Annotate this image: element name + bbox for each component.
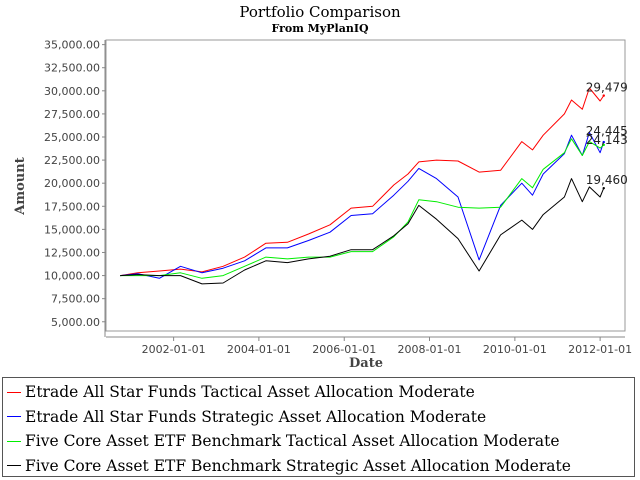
series-line-1 (120, 87, 605, 277)
plot-area (105, 39, 626, 332)
chart-title: Portfolio Comparison (239, 3, 401, 21)
x-tick-label: 2002-01-01 (142, 343, 206, 356)
legend-swatch (7, 416, 21, 417)
x-axis-label: Date (349, 356, 383, 371)
chart-subtitle: From MyPlanIQ (271, 22, 369, 35)
end-value-label-3: 24,143 (586, 133, 628, 147)
legend-label: Five Core Asset ETF Benchmark Strategic … (25, 456, 571, 475)
series-line-4 (120, 178, 605, 285)
end-value-label-4: 19,460 (586, 173, 628, 187)
legend-item-3: Five Core Asset ETF Benchmark Tactical A… (7, 429, 560, 453)
x-tick-label: 2008-01-01 (398, 343, 462, 356)
y-tick-label: 12,500.00 (44, 246, 100, 259)
y-tick-label: 27,500.00 (44, 108, 100, 121)
legend-item-1: Etrade All Star Funds Tactical Asset All… (7, 380, 475, 404)
legend-label: Five Core Asset ETF Benchmark Tactical A… (25, 432, 560, 450)
y-tick-label: 10,000.00 (44, 270, 100, 283)
y-tick-label: 32,500.00 (44, 62, 100, 75)
x-tick-label: 2004-01-01 (227, 343, 291, 356)
y-tick-label: 7,500.00 (51, 293, 100, 306)
series-end-point (602, 186, 605, 190)
end-value-label-2: 24,445 (586, 124, 628, 138)
plot-frame (105, 39, 626, 332)
x-tick-label: 2006-01-01 (312, 343, 376, 356)
y-axis-label: Amount (13, 157, 28, 215)
legend-item-4: Five Core Asset ETF Benchmark Strategic … (7, 454, 571, 478)
y-tick-label: 15,000.00 (44, 223, 100, 236)
x-axis: 2002-01-01 2004-01-01 2006-01-01 2008-01-01… (106, 336, 632, 356)
legend-swatch (7, 391, 21, 393)
x-tick-label: 2010-01-01 (483, 343, 547, 356)
y-tick-label: 20,000.00 (44, 177, 100, 190)
x-tick-label: 2012-01-01 (568, 343, 632, 356)
series-end-point (602, 143, 605, 147)
y-tick-label: 35,000.00 (44, 39, 100, 52)
legend-label: Etrade All Star Funds Tactical Asset All… (25, 383, 475, 401)
legend: Etrade All Star Funds Tactical Asset All… (2, 377, 635, 477)
y-tick-label: 17,500.00 (44, 200, 100, 213)
legend-swatch (7, 465, 21, 466)
y-tick-label: 30,000.00 (44, 85, 100, 98)
series-line-3 (120, 138, 605, 279)
y-axis: 5,000.00 7,500.00 10,000.00 12,500.00 15,000… (44, 39, 106, 337)
series-lines (120, 87, 605, 285)
legend-label: Etrade All Star Funds Strategic Asset Al… (25, 407, 487, 426)
series-end-point (602, 140, 605, 144)
legend-swatch (7, 440, 21, 442)
y-tick-label: 22,500.00 (44, 154, 100, 167)
end-value-label-1: 29,479 (586, 81, 628, 95)
chart-canvas: 5,000.00 7,500.00 10,000.00 12,500.00 15,000… (13, 3, 632, 371)
legend-item-2: Etrade All Star Funds Strategic Asset Al… (7, 405, 486, 429)
y-tick-label: 25,000.00 (44, 131, 100, 144)
series-end-point (602, 94, 605, 97)
y-tick-label: 5,000.00 (51, 316, 100, 329)
